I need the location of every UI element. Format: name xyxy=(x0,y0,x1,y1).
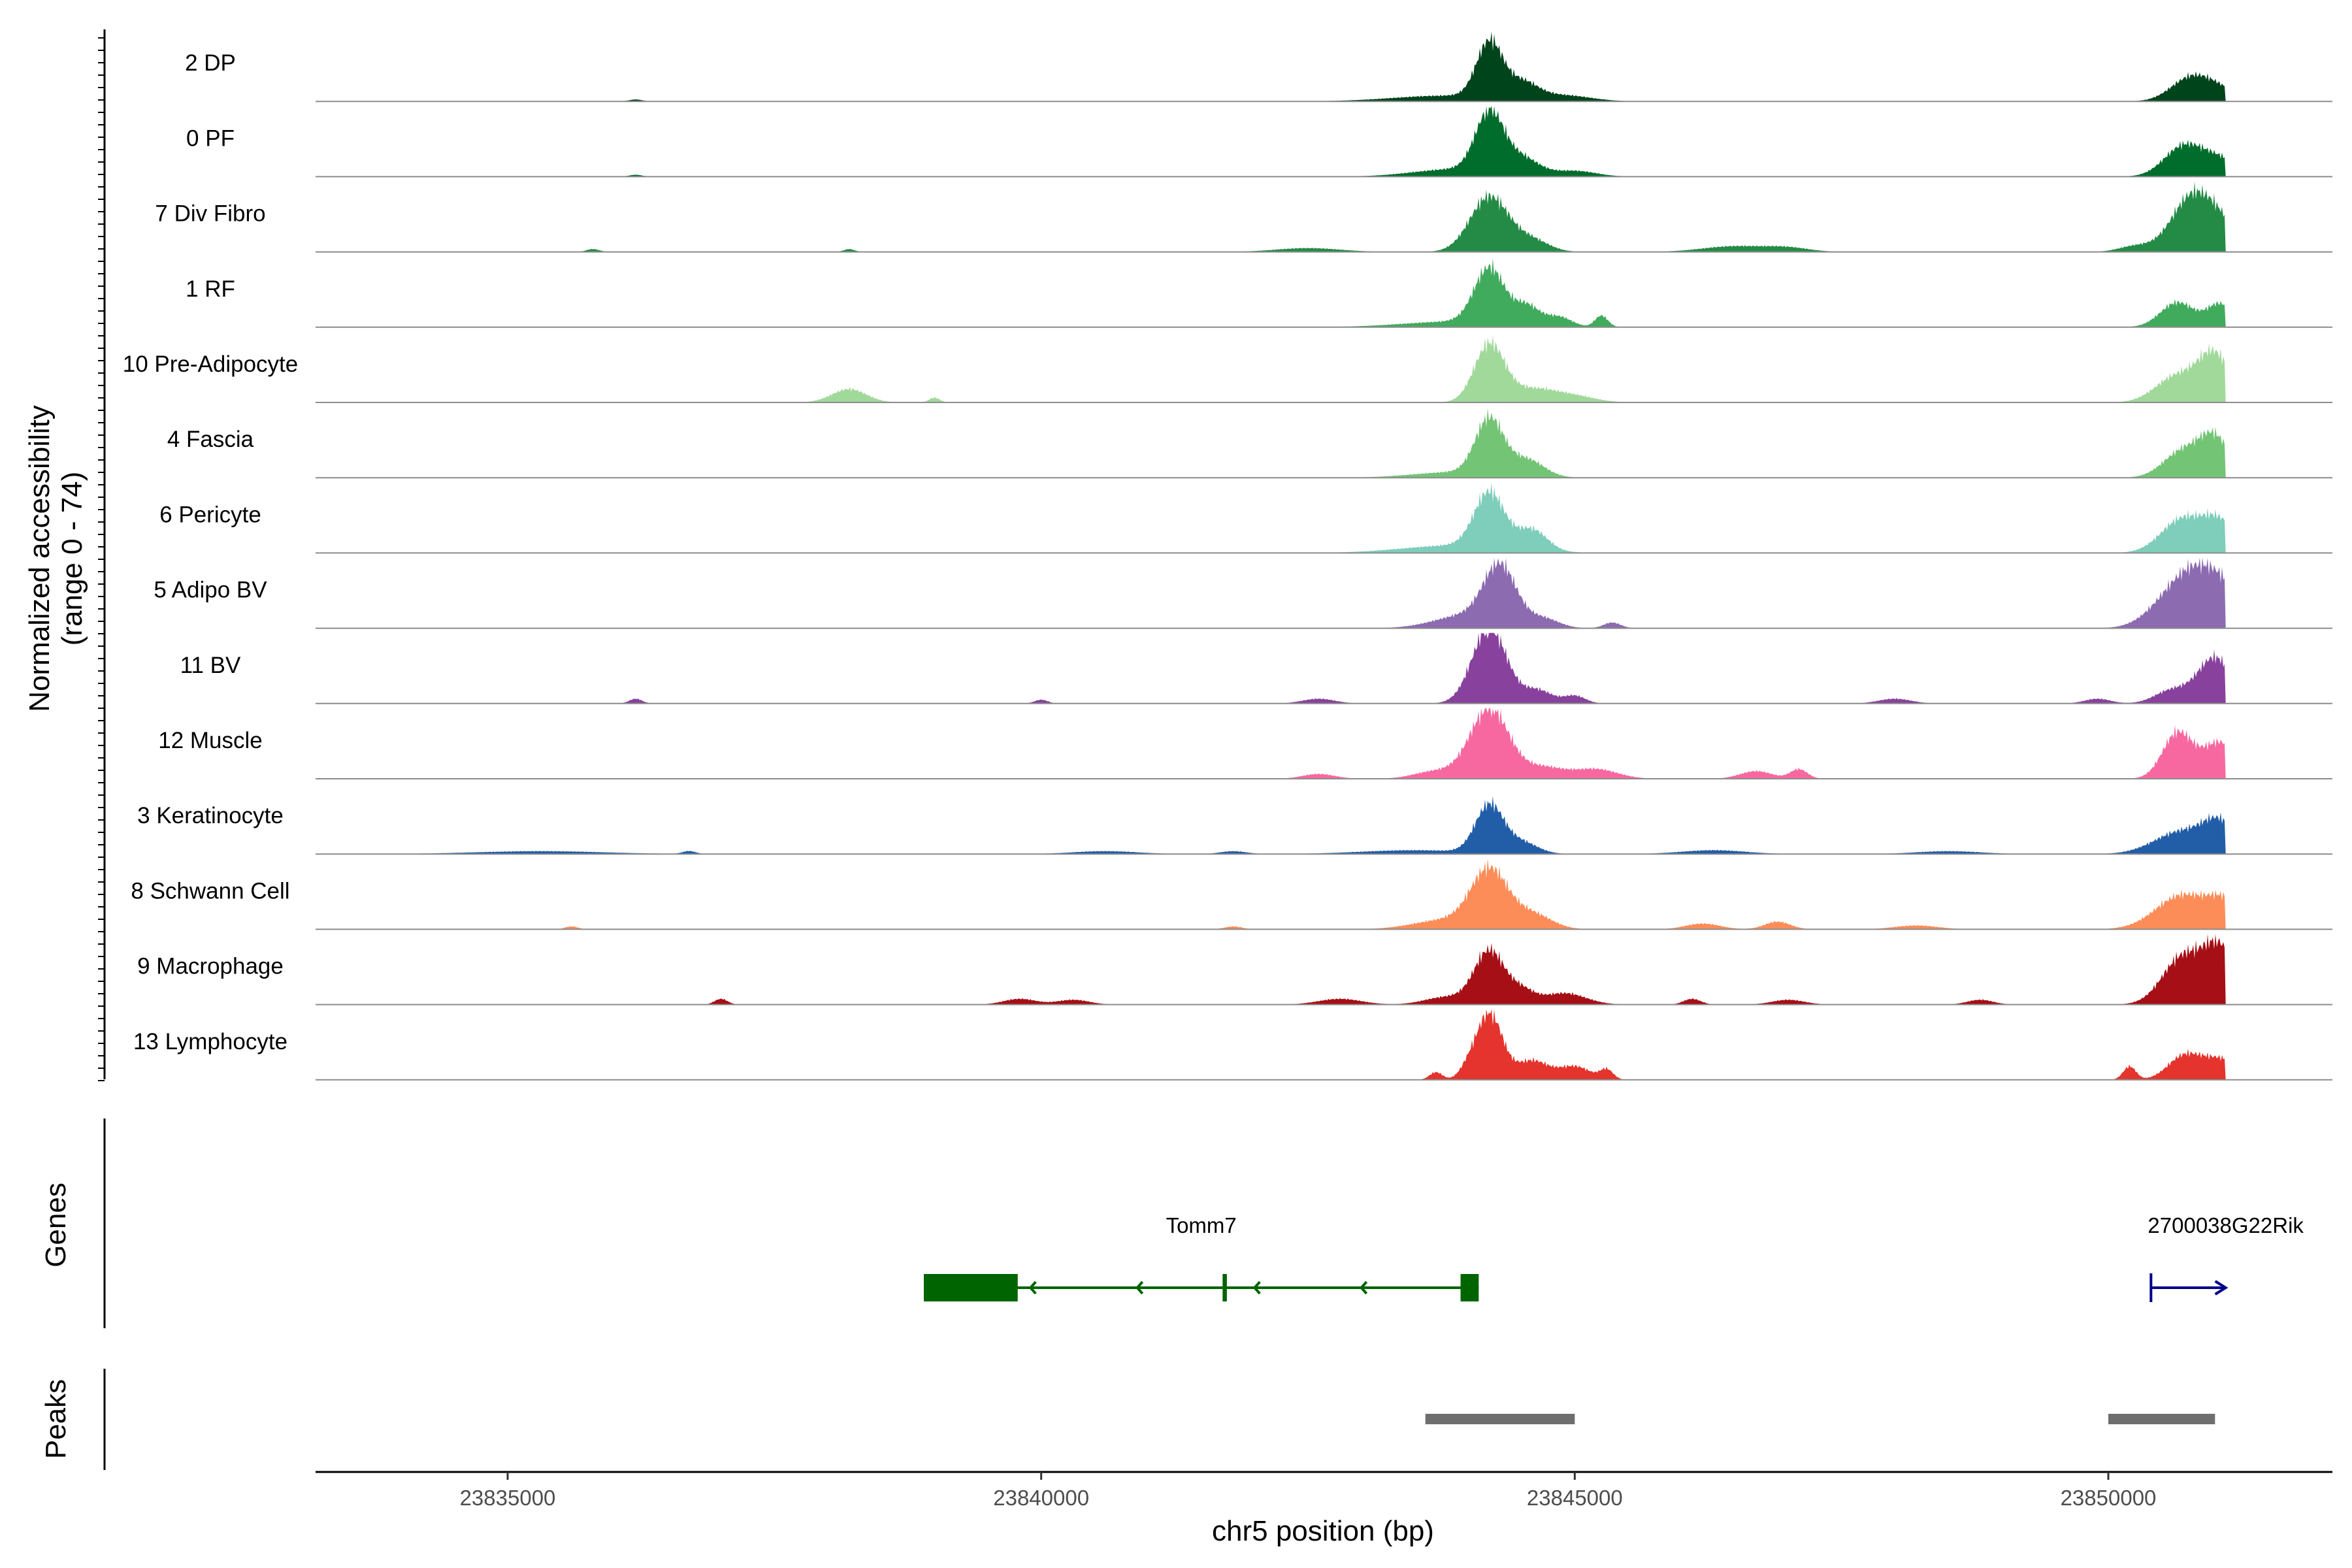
track-label: 4 Fascia xyxy=(167,427,254,452)
track-label: 1 RF xyxy=(186,276,235,302)
track-label: 11 BV xyxy=(180,653,241,678)
strand-chevron xyxy=(1252,1281,1261,1295)
coverage-area xyxy=(316,483,2226,553)
gene-exon xyxy=(1222,1274,1227,1301)
track-label: 6 Pericyte xyxy=(159,502,261,527)
x-tick-label: 23845000 xyxy=(1527,1486,1623,1510)
x-tick-label: 23850000 xyxy=(2061,1486,2157,1510)
track-label: 3 Keratinocyte xyxy=(137,803,284,828)
track-label: 8 Schwann Cell xyxy=(131,878,289,904)
track-label: 0 PF xyxy=(186,125,235,151)
genes-track-label: Genes xyxy=(40,1183,72,1267)
track-label: 9 Macrophage xyxy=(137,954,284,979)
y-axis-labels: Normalized accessibility (range 0 - 74) … xyxy=(24,405,88,1459)
coverage-area xyxy=(316,1009,2226,1080)
coverage-area xyxy=(316,258,2226,327)
coverage-area xyxy=(316,106,2226,177)
x-tick-label: 23840000 xyxy=(993,1486,1089,1510)
y-axis-label-line1: Normalized accessibility xyxy=(24,405,56,711)
coverage-area xyxy=(316,858,2226,930)
coverage-area xyxy=(316,632,2226,704)
gene-label: 2700038G22Rik xyxy=(2148,1213,2304,1237)
track-label: 5 Adipo BV xyxy=(154,578,267,603)
peak-region xyxy=(1425,1414,1575,1424)
track-label: 13 Lymphocyte xyxy=(133,1029,287,1054)
coverage-area xyxy=(316,934,2226,1005)
coverage-area xyxy=(316,557,2226,629)
track-label: 10 Pre-Adipocyte xyxy=(123,351,298,377)
track-label: 12 Muscle xyxy=(158,728,263,753)
peak-region xyxy=(2108,1414,2215,1424)
x-axis-title: chr5 position (bp) xyxy=(1212,1515,1434,1547)
track-label: 2 DP xyxy=(185,50,236,76)
coverage-area xyxy=(316,31,2226,102)
gene-exon xyxy=(924,1274,1018,1301)
y-axis-label-line2: (range 0 - 74) xyxy=(56,472,88,646)
coverage-area xyxy=(316,181,2226,252)
peaks-track-label: Peaks xyxy=(40,1379,72,1459)
strand-chevron xyxy=(1359,1281,1368,1295)
strand-arrowhead xyxy=(2214,1280,2229,1296)
gene-exon xyxy=(1460,1274,1479,1301)
coverage-area xyxy=(316,796,2226,855)
x-axis: 23835000 23840000 23845000 23850000 xyxy=(316,1471,2332,1510)
x-tick-label: 23835000 xyxy=(460,1486,556,1510)
track-label: 7 Div Fibro xyxy=(155,201,265,227)
genes-track: Tomm7 2700038G22Rik xyxy=(103,1119,2304,1328)
strand-chevron xyxy=(1135,1281,1144,1295)
strand-chevron xyxy=(1028,1281,1037,1295)
coverage-area xyxy=(316,708,2226,779)
coverage-area xyxy=(316,335,2226,402)
peaks-track xyxy=(103,1369,2215,1470)
gene-label: Tomm7 xyxy=(1166,1213,1237,1237)
coverage-area xyxy=(316,408,2226,478)
coverage-tracks: 2 DP 0 PF 7 Div Fibro 1 RF 10 Pre-Adipocyte 4… xyxy=(98,29,2332,1081)
